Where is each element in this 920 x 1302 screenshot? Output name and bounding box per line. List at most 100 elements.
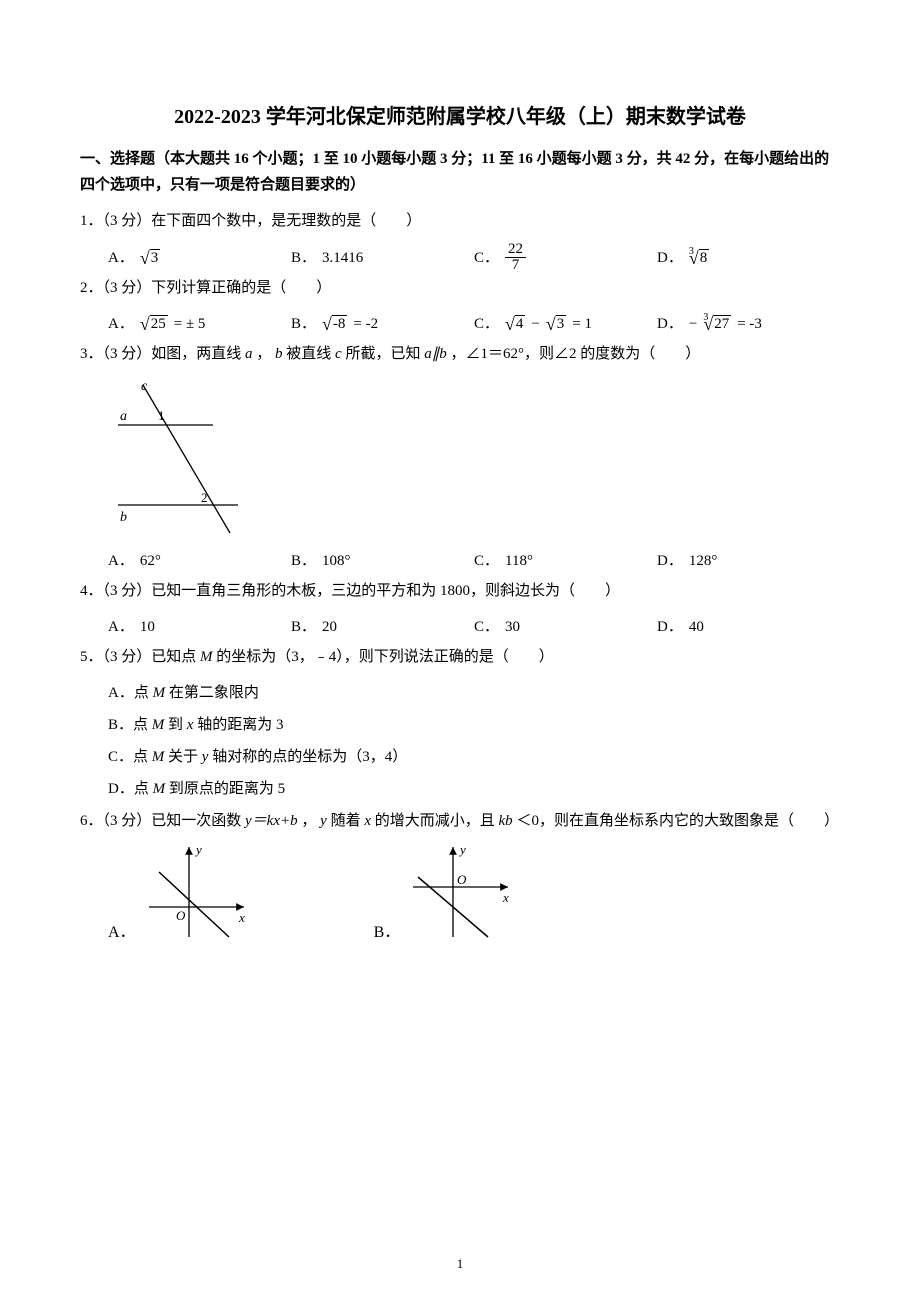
q6a-x: x [238, 910, 245, 925]
q5-option-a[interactable]: A．点 M 在第二象限内 [108, 678, 840, 708]
q1-option-d[interactable]: D． 3 √ 8 [657, 242, 840, 273]
q2-c-mid: − [531, 309, 539, 339]
q3-comma2: ，∠1＝62°，则∠2 的度数为（ ） [450, 346, 700, 362]
radical-icon: √ [505, 315, 515, 333]
q4-option-d[interactable]: D． 40 [657, 612, 840, 642]
radical-icon: √ [140, 249, 150, 267]
q3-option-c[interactable]: C． 118° [474, 546, 657, 576]
q3-diagram-icon: c a b 1 2 [108, 375, 258, 535]
q5-option-d[interactable]: D．点 M 到原点的距离为 5 [108, 774, 840, 804]
q3-d-label: D． [657, 546, 683, 576]
radical-icon: √ [689, 249, 699, 267]
q6-option-a[interactable]: A． x y O [108, 842, 254, 942]
q2-c-arg1: 4 [515, 315, 526, 333]
q5-option-c[interactable]: C．点 M 关于 y 轴对称的点的坐标为（3，4） [108, 742, 840, 772]
q5-a-post: 在第二象限内 [169, 685, 259, 701]
q2-b-eq: = -2 [353, 309, 378, 339]
q3-fig-ang1: 1 [158, 408, 165, 423]
q1-a-label: A． [108, 243, 134, 273]
q6-a-label: A． [108, 918, 136, 942]
radical-icon: √ [140, 315, 150, 333]
exam-page: 2022-2023 学年河北保定师范附属学校八年级（上）期末数学试卷 一、选择题… [0, 0, 920, 1302]
q4-stem: 4．（3 分）已知一直角三角形的木板，三边的平方和为 1800，则斜边长为（ ） [80, 576, 840, 606]
cbrt-icon: 3 √ 8 [689, 249, 709, 267]
q2-option-a[interactable]: A． √ 25 = ± 5 [108, 309, 291, 339]
q4-c: 30 [505, 612, 520, 642]
q2-stem: 2．（3 分）下列计算正确的是（ ） [80, 273, 840, 303]
q2-option-b[interactable]: B． √ -8 = -2 [291, 309, 474, 339]
q2-d-pre: − [689, 309, 697, 339]
q3-var-c: c [335, 346, 342, 362]
q5-c-mid: 关于 [168, 749, 202, 765]
q1-d-arg: 8 [699, 249, 710, 267]
q3-b-label: B． [291, 546, 316, 576]
q3-a-label: A． [108, 546, 134, 576]
q1-options: A． √ 3 B． 3.1416 C． 22 7 D． 3 √ 8 [80, 242, 840, 273]
sqrt-icon: √ 4 [505, 315, 525, 333]
q3-var-a: a [245, 346, 253, 362]
q6b-o: O [457, 872, 467, 887]
q5-b-post: 轴的距离为 3 [197, 717, 283, 733]
q6-graph-b-icon: x y O [408, 842, 518, 942]
q6-y: y [320, 813, 327, 829]
q5-stem-b: 的坐标为（3，﹣4），则下列说法正确的是（ ） [216, 649, 554, 665]
q6-stem-c: 的增大而减小，且 [375, 813, 499, 829]
q6-stem-a: 6．（3 分）已知一次函数 [80, 813, 245, 829]
q3-stem-c: 所截，已知 [345, 346, 424, 362]
q3-figure: c a b 1 2 [80, 375, 840, 540]
q2-c-eq: = 1 [572, 309, 592, 339]
sqrt-icon: √ 3 [546, 315, 566, 333]
q3-option-a[interactable]: A． 62° [108, 546, 291, 576]
q3-stem-b: 被直线 [286, 346, 335, 362]
q3-var-b: b [275, 346, 283, 362]
q6-options: A． x y O B． [80, 842, 840, 942]
q5-b-pre: B．点 [108, 717, 152, 733]
q5-b-mid: 到 [168, 717, 187, 733]
q2-c-label: C． [474, 309, 499, 339]
q3-a: 62° [140, 546, 161, 576]
q3-fig-ang2: 2 [201, 490, 208, 505]
q4-option-b[interactable]: B． 20 [291, 612, 474, 642]
q4-option-c[interactable]: C． 30 [474, 612, 657, 642]
q3-fig-c: c [141, 379, 148, 394]
q6-stem-b: 随着 [331, 813, 365, 829]
q2-option-c[interactable]: C． √ 4 − √ 3 = 1 [474, 309, 657, 339]
q3-c: 118° [505, 546, 533, 576]
q6-graph-a-icon: x y O [144, 842, 254, 942]
q3-d: 128° [689, 546, 718, 576]
q5-b-x: x [187, 717, 194, 733]
fraction-icon: 22 7 [505, 242, 526, 273]
q4-b-label: B． [291, 612, 316, 642]
q3-option-d[interactable]: D． 128° [657, 546, 840, 576]
q2-a-eq: = ± 5 [174, 309, 206, 339]
q5-c-pre: C．点 [108, 749, 152, 765]
sqrt-icon: √ 25 [140, 315, 168, 333]
q5-d-pre: D．点 [108, 781, 153, 797]
q2-b-label: B． [291, 309, 316, 339]
q4-a: 10 [140, 612, 155, 642]
q6-comma: ， [301, 813, 316, 829]
q3-option-b[interactable]: B． 108° [291, 546, 474, 576]
q5-options: A．点 M 在第二象限内 B．点 M 到 x 轴的距离为 3 C．点 M 关于 … [80, 678, 840, 804]
q2-a-arg: 25 [150, 315, 168, 333]
q6-option-b[interactable]: B． x y O [374, 842, 519, 942]
q1-c-den: 7 [505, 258, 526, 273]
q6b-y: y [458, 842, 466, 857]
q1-option-c[interactable]: C． 22 7 [474, 242, 657, 273]
q2-c-arg2: 3 [556, 315, 567, 333]
q6a-o: O [176, 908, 186, 923]
q2-options: A． √ 25 = ± 5 B． √ -8 = -2 C． √ 4 − √ [80, 309, 840, 339]
q4-option-a[interactable]: A． 10 [108, 612, 291, 642]
q6-x: x [364, 813, 371, 829]
page-number: 1 [0, 1256, 920, 1272]
q2-option-d[interactable]: D． − 3 √ 27 = -3 [657, 309, 840, 339]
q5-option-b[interactable]: B．点 M 到 x 轴的距离为 3 [108, 710, 840, 740]
q1-option-a[interactable]: A． √ 3 [108, 242, 291, 273]
q3-stem: 3．（3 分）如图，两直线 a ， b 被直线 c 所截，已知 a∥b ，∠1＝… [80, 339, 840, 369]
q1-b-label: B． [291, 243, 316, 273]
q2-d-eq: = -3 [737, 309, 762, 339]
q1-option-b[interactable]: B． 3.1416 [291, 242, 474, 273]
q3-fig-b: b [120, 510, 127, 525]
radical-icon: √ [322, 315, 332, 333]
q2-d-label: D． [657, 309, 683, 339]
